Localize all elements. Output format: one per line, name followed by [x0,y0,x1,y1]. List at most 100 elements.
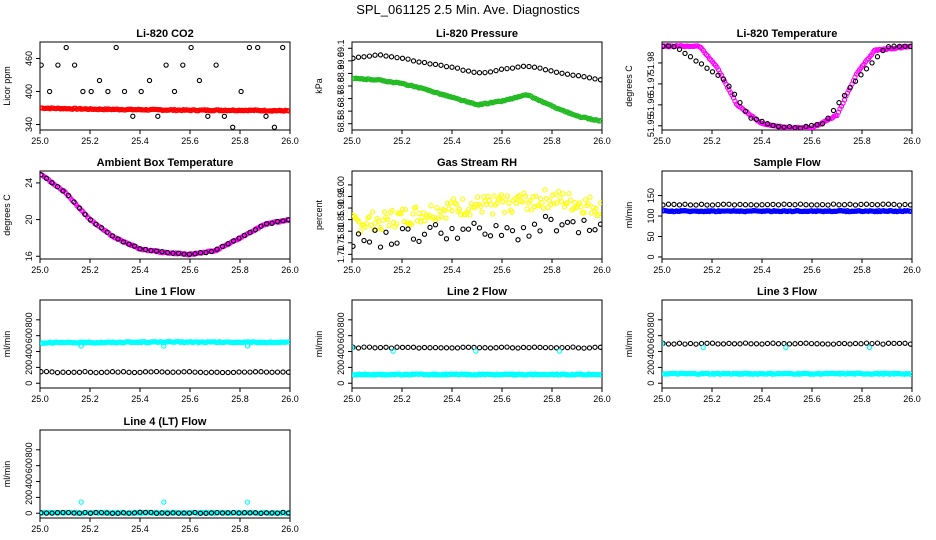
y-tick-label: 68.6 [336,102,346,120]
x-tick-label: 25.4 [131,524,149,534]
plot-panel-10: Line 4 (LT) Flow ml/min 25.0 25.2 25.4 25.6 25… [2,416,299,534]
data-point-black [43,368,50,375]
data-point-black [164,369,171,375]
data-point-black [55,62,61,68]
data-point-black [753,341,760,347]
y-tick-label: 100 [646,209,656,224]
data-point-yellow [386,223,392,229]
data-point-cyan [783,344,789,351]
y-tick-label: 200 [646,360,656,375]
data-point-black [509,65,516,71]
y-tick-label: 69.0 [336,52,346,70]
data-point-black [847,341,853,347]
data-point-black [443,345,450,351]
data-point-yellow [509,209,515,215]
data-point-black [241,232,248,239]
data-point-black [874,54,881,60]
x-tick-label: 26.0 [903,394,921,404]
data-point-black [410,236,417,242]
data-point-cyan [390,348,396,354]
data-point-black [438,345,444,351]
data-point-black [241,510,248,516]
series-group [40,499,290,517]
data-point-yellow [504,193,511,199]
data-point-black [109,233,116,239]
x-tick-label: 25.6 [181,265,199,275]
data-point-black [896,340,903,347]
x-tick-label: 25.0 [31,136,49,146]
data-point-yellow [566,191,572,197]
y-tick-label: 600 [646,328,656,343]
data-point-black [830,107,837,114]
data-point-black [803,202,809,208]
data-point-yellow [519,199,526,205]
data-point-black [186,251,193,257]
y-tick-label: 150 [646,188,656,203]
data-point-black [460,344,466,350]
data-point-yellow [581,209,587,216]
x-tick-label: 25.2 [703,394,721,404]
data-point-black [819,121,826,127]
data-point-yellow [381,209,388,215]
data-point-black [487,233,494,239]
data-point-black [49,369,55,375]
data-point-black [869,340,875,347]
data-point-yellow [422,218,428,224]
data-point-black [230,238,237,244]
data-point-black [366,53,373,59]
data-point-black [115,369,121,375]
data-point-yellow [410,211,416,217]
data-point-black [465,68,472,74]
data-point-black [737,341,743,347]
data-point-black [153,510,160,516]
data-point-yellow [551,201,557,207]
y-axis-label: degrees C [2,194,12,236]
y-tick-label: 1.90 [336,199,346,217]
data-point-black [405,226,411,232]
data-point-black [665,341,672,347]
data-point-black [192,369,198,375]
y-tick-label: 800 [24,312,34,327]
data-point-black [372,227,378,233]
series-group [662,340,912,377]
plot-panel-8: Line 2 Flow ml/min 25.0 25.2 25.4 25.6 25.8 26.… [314,286,611,404]
data-point-black [98,369,105,376]
y-tick-label: 460 [24,51,34,66]
data-point-cyan [78,343,84,349]
data-point-black [137,509,143,515]
y-tick-label: 2.00 [336,176,346,194]
data-point-black [43,510,50,516]
x-tick-label: 25.4 [753,394,771,404]
data-point-black [770,340,776,346]
data-point-black [726,340,732,347]
x-tick-label: 25.8 [543,136,561,146]
data-point-black [885,44,892,50]
data-point-yellow [578,204,584,210]
data-point-black [361,344,367,350]
data-point-black [709,202,716,208]
data-point-black [902,43,908,49]
data-point-black [399,55,406,61]
data-point-yellow [477,203,484,209]
data-point-black [258,369,264,375]
data-point-black [575,229,582,236]
data-point-black [797,125,804,130]
data-point-black [197,369,204,375]
y-tick-label: 0 [24,511,34,516]
data-point-cyan [866,344,873,351]
data-point-black [682,201,688,207]
data-point-black [388,54,395,60]
data-point-yellow [356,218,362,225]
plot-panel-3: Li-820 Temperature degrees C 25.0 25.2 25.4 2… [624,28,921,146]
data-point-black [797,340,804,347]
y-tick-label: 51.95 [646,115,656,138]
y-tick-label: 1.75 [336,234,346,252]
data-point-cyan [473,348,479,354]
data-point-black [192,251,198,257]
x-tick-label: 25.4 [753,136,771,146]
y-tick-label: 0 [646,381,656,386]
data-point-black [775,123,782,130]
plot-frame [39,41,291,131]
data-point-black [504,225,510,231]
data-point-yellow [531,203,538,210]
